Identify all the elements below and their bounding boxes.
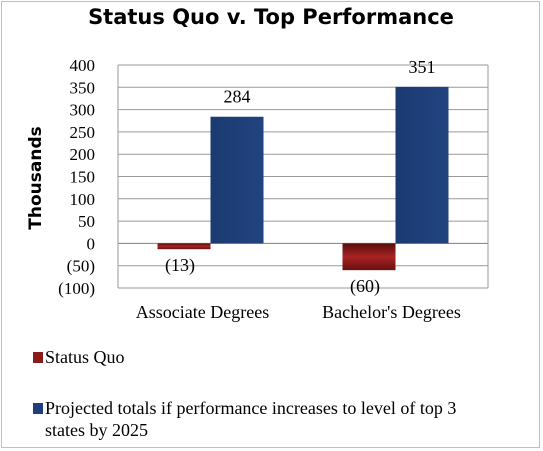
legend-swatch-status-quo xyxy=(33,352,43,363)
y-tick-label: 200 xyxy=(70,145,96,164)
y-tick-label: (100) xyxy=(58,279,95,298)
data-label: (13) xyxy=(165,255,195,276)
y-tick-label: 250 xyxy=(70,123,96,142)
y-tick-label: 150 xyxy=(70,168,96,187)
y-axis-label: Thousands xyxy=(26,126,46,229)
y-tick-label: 350 xyxy=(70,78,96,97)
legend: Status Quo Projected totals if performanc… xyxy=(33,347,456,440)
y-tick-label: 100 xyxy=(70,190,96,209)
bar-projected xyxy=(395,86,449,244)
y-tick-label: 50 xyxy=(78,212,95,231)
data-label: 351 xyxy=(409,57,436,77)
x-tick-label: Bachelor's Degrees xyxy=(322,302,461,322)
x-tick-label: Associate Degrees xyxy=(136,302,269,322)
data-label: 284 xyxy=(224,87,251,107)
data-label: (60) xyxy=(350,276,380,297)
legend-label-projected-line-2: states by 2025 xyxy=(45,420,148,440)
legend-swatch-projected xyxy=(33,403,43,414)
bars: (13) 284 (60) 351 xyxy=(157,57,449,297)
x-axis-labels: Associate Degrees Bachelor's Degrees xyxy=(136,302,461,322)
y-axis-ticks: 400 350 300 250 200 150 100 50 0 (50) (100) xyxy=(58,56,95,298)
y-tick-label: 300 xyxy=(70,101,96,120)
y-tick-label: 400 xyxy=(70,56,96,75)
chart-title: Status Quo v. Top Performance xyxy=(88,5,454,29)
y-tick-label: (50) xyxy=(67,257,95,276)
legend-label-projected-line-1: Projected totals if performance increase… xyxy=(45,398,456,418)
bar-status-quo xyxy=(342,243,396,271)
legend-label-status-quo: Status Quo xyxy=(45,347,125,367)
y-tick-label: 0 xyxy=(87,234,96,253)
bar-projected xyxy=(210,116,264,244)
bar-status-quo xyxy=(157,243,211,250)
